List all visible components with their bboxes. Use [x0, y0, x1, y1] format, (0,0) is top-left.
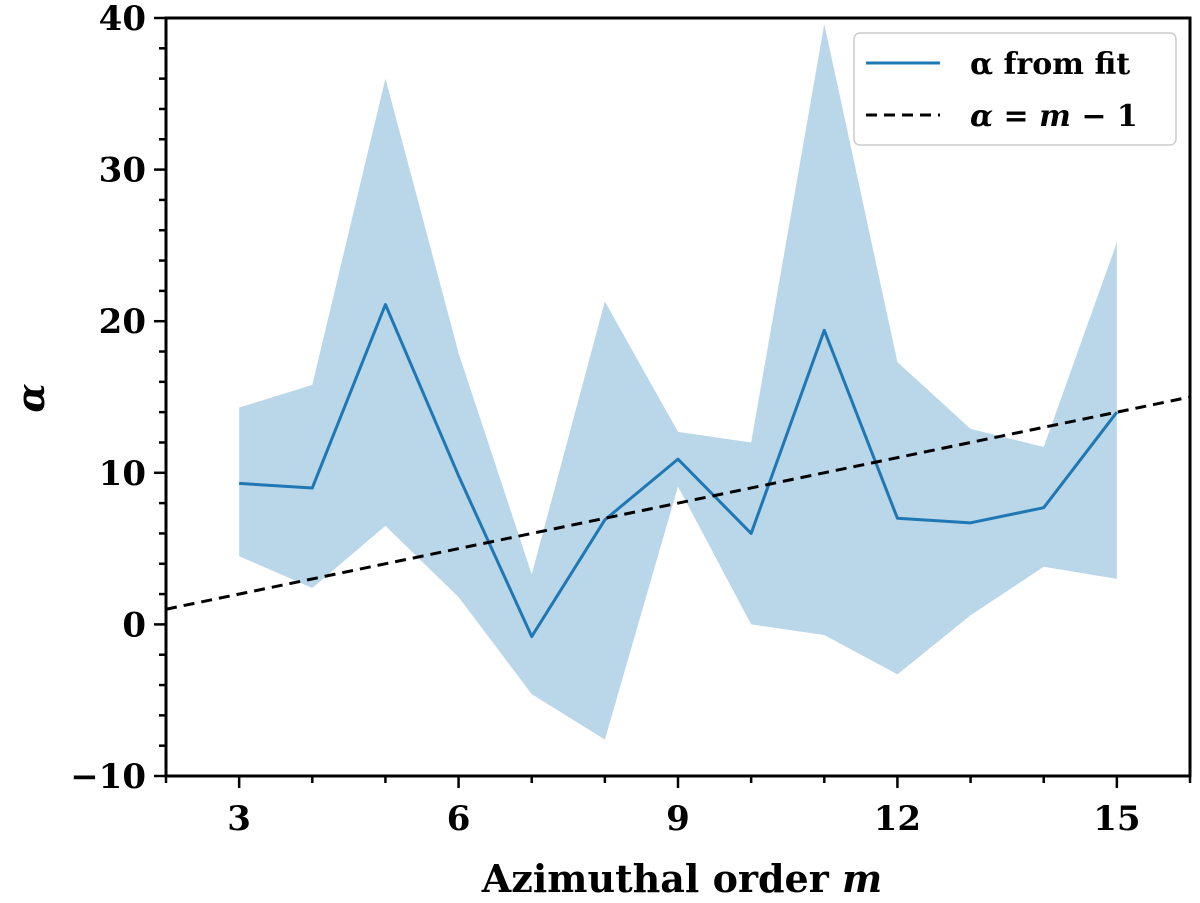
x-tick-label: 12: [874, 799, 921, 839]
legend-label-model-alpha: α: [970, 99, 993, 134]
y-tick-label: 20: [99, 302, 146, 342]
x-axis-label: Azimuthal order m: [481, 856, 882, 901]
x-tick-label: 6: [447, 799, 471, 839]
legend-label-model: α = m − 1: [970, 99, 1138, 134]
legend-frame: [853, 32, 1177, 146]
series-line-model: [166, 395, 1190, 611]
y-tick-label: 30: [99, 151, 146, 191]
y-tick-label: −10: [70, 757, 146, 797]
confidence-band-layer: [239, 24, 1117, 740]
y-tick-label: 0: [122, 605, 146, 645]
series-line-fit: [239, 303, 1119, 639]
y-tick-label: 40: [99, 0, 146, 39]
legend: α from fit α = m − 1: [853, 32, 1177, 146]
x-tick-label: 9: [666, 799, 690, 839]
x-axis-label-variable: m: [842, 856, 882, 901]
legend-label-model-m: m: [1039, 99, 1071, 134]
x-tick-label: 3: [227, 799, 251, 839]
y-axis-label: α: [8, 383, 53, 412]
confidence-band: [239, 24, 1117, 740]
x-axis-label-text: Azimuthal order: [481, 856, 842, 901]
ticks: 3 6 9 12 15 −10 0 10 20 30 40: [70, 0, 1192, 839]
series-lines-layer: [166, 303, 1190, 639]
legend-label-model-rest: − 1: [1071, 99, 1138, 134]
legend-label-fit: α from fit: [970, 47, 1130, 82]
legend-label-model-eq: =: [993, 99, 1039, 134]
y-tick-label: 10: [99, 454, 146, 494]
x-tick-label: 15: [1093, 799, 1140, 839]
